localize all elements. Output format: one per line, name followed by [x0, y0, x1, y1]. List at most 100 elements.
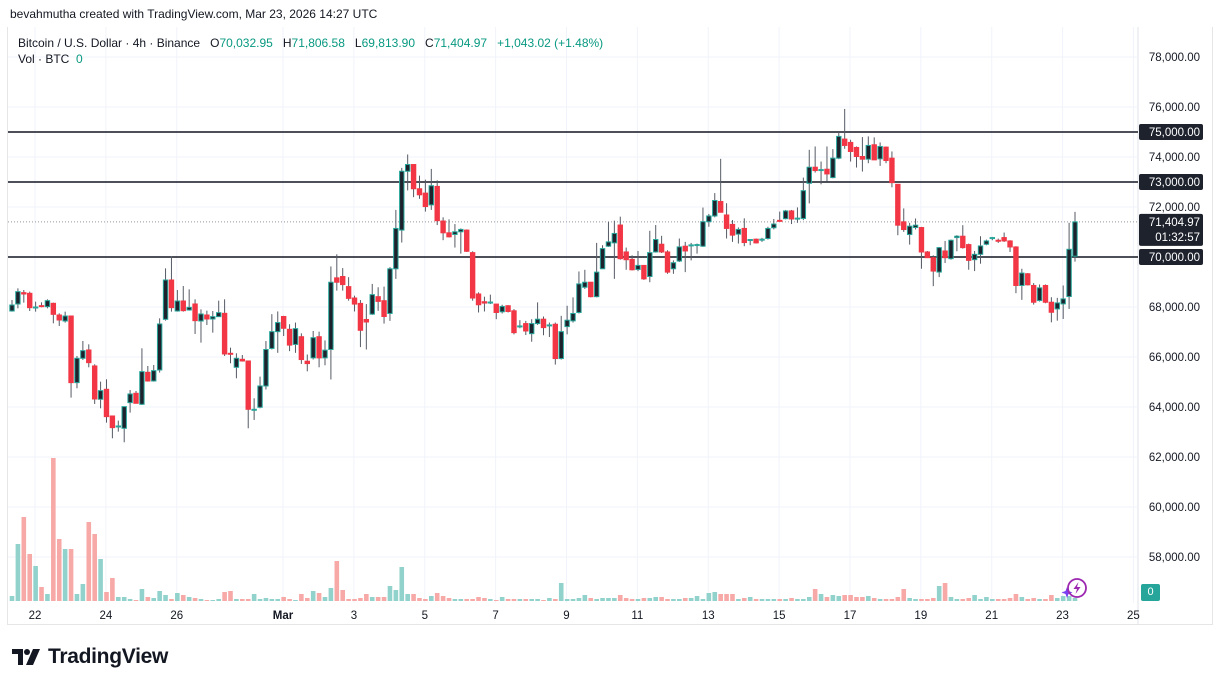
candle-body [558, 331, 564, 360]
candle-body [906, 225, 913, 236]
candle-up [670, 260, 677, 274]
candle-body [27, 292, 33, 309]
candle-down [280, 315, 287, 337]
candle-body [239, 358, 246, 362]
candle-down [27, 291, 33, 311]
candle-up [15, 288, 21, 309]
candle-down [345, 277, 352, 301]
lightning-circle-icon[interactable] [1060, 577, 1090, 608]
candle-body [204, 314, 210, 320]
candle-body [280, 316, 287, 329]
volume-bar [818, 594, 824, 601]
volume-label[interactable]: Vol · BTC [18, 52, 70, 66]
candle-up [528, 319, 535, 342]
candle-up [487, 294, 494, 305]
candle-body [499, 305, 505, 313]
candle-body [168, 279, 175, 309]
candle-down [883, 146, 889, 164]
candle-down [109, 415, 116, 439]
candle-body [505, 305, 511, 312]
candle-body [936, 247, 942, 273]
volume-bar [293, 600, 298, 601]
tradingview-logo-icon [12, 649, 40, 665]
candle-up [1036, 284, 1043, 302]
candle-down [966, 243, 972, 270]
price-tick-label: 78,000.00 [1149, 52, 1200, 64]
candle-body [901, 221, 907, 231]
volume-bar [570, 599, 576, 601]
candle-down [871, 137, 877, 161]
volume-bar [74, 594, 80, 601]
candle-body [62, 315, 68, 322]
candle-up [1019, 268, 1025, 300]
candle-body [21, 292, 27, 295]
candle-body [1042, 284, 1049, 303]
candle-body [227, 352, 234, 355]
symbol-title[interactable]: Bitcoin / U.S. Dollar · 4h · Binance [18, 36, 201, 50]
candle-body [50, 302, 57, 315]
candle-body [221, 312, 228, 355]
volume-bar [464, 599, 470, 601]
volume-bar [777, 599, 783, 601]
candle-body [971, 253, 978, 261]
candle-down [422, 179, 429, 212]
close-label: C [425, 36, 434, 50]
candle-up [97, 381, 104, 409]
candle-down [56, 313, 62, 326]
chart-credit: bevahmutha created with TradingView.com,… [10, 7, 378, 21]
candle-down [68, 315, 74, 398]
candle-down [86, 344, 92, 368]
candle-body [641, 264, 647, 280]
volume-bar [257, 599, 263, 601]
candle-up [906, 222, 913, 245]
volume-bar [92, 534, 97, 601]
candle-body [977, 245, 984, 255]
volume-bar [80, 584, 86, 601]
candle-down [847, 139, 854, 162]
candle-body [582, 281, 588, 288]
candle-down [204, 310, 210, 325]
candle-body [416, 188, 423, 196]
candle-up [251, 398, 257, 420]
volume-bar [358, 598, 363, 601]
volume-bar [21, 517, 27, 601]
volume-bar [423, 599, 428, 601]
candle-body [151, 370, 157, 382]
candle-body [552, 323, 559, 360]
volume-bar [116, 597, 121, 601]
candle-body [528, 323, 535, 335]
volume-bar [27, 554, 33, 601]
candle-body [1036, 287, 1043, 302]
volume-bar [653, 597, 659, 601]
candle-body [381, 300, 387, 318]
close-value: 71,404.97 [433, 36, 488, 50]
level-price-label: 70,000.00 [1149, 252, 1200, 264]
candle-body [1072, 221, 1078, 257]
volume-bar [228, 591, 233, 601]
candle-down [895, 183, 901, 236]
volume-bar [1019, 597, 1025, 601]
candle-body [741, 227, 747, 244]
volume-bar [641, 598, 647, 601]
volume-bar [56, 539, 62, 601]
candle-body [145, 371, 151, 382]
candle-up [269, 314, 275, 350]
volume-bar [517, 599, 523, 601]
candle-down [777, 211, 783, 222]
volume-bar [901, 589, 907, 601]
candle-up [162, 268, 169, 321]
volume-bar [659, 597, 664, 601]
candle-body [706, 215, 712, 223]
candle-body [576, 283, 582, 313]
time-tick-label: Mar [273, 610, 294, 622]
candle-up [210, 310, 216, 333]
candle-body [865, 144, 872, 160]
candle-up [936, 246, 942, 278]
time-tick-label: 22 [29, 610, 42, 622]
volume-bar [995, 599, 1001, 601]
volume-bar [919, 599, 924, 601]
time-axis: 22 24 26 Mar 3 5 7 9 11 13 15 17 19 21 23 25 [29, 610, 1140, 622]
tradingview-logo[interactable]: TradingView [12, 645, 168, 669]
candle-body [723, 214, 730, 229]
